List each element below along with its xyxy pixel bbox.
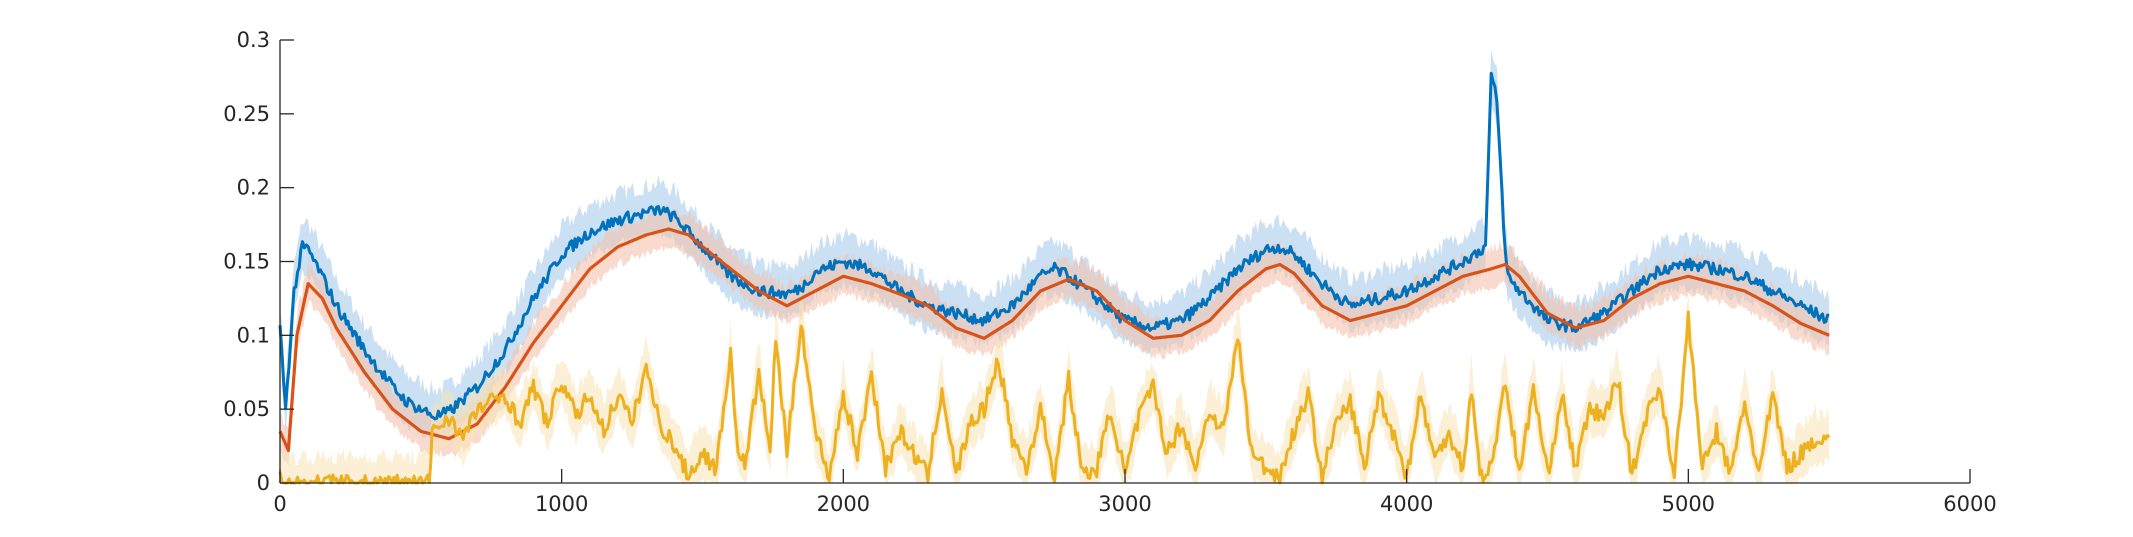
x-tick-label: 5000 [1662,492,1715,516]
x-tick-label: 0 [273,492,286,516]
series-2-line [278,227,1830,453]
x-tick-label: 4000 [1380,492,1433,516]
series-1-band [280,48,1830,443]
y-tick-label: 0.3 [237,28,270,52]
y-tick-label: 0.1 [237,323,270,347]
y-tick-label: 0 [257,471,270,495]
y-tick-label: 0.05 [223,397,270,421]
x-tick-label: 1000 [535,492,588,516]
x-tick-label: 2000 [817,492,870,516]
series-3-line [278,310,1831,485]
y-tick-label: 0.25 [223,102,270,126]
series-lines [278,71,1831,485]
x-tick-label: 6000 [1943,492,1996,516]
y-tick-label: 0.2 [237,176,270,200]
series-1-line [278,71,1830,421]
x-tick-label: 3000 [1098,492,1151,516]
axes: 0 1000 2000 3000 4000 5000 6000 0 0.05 0.1 0.15 0.2… [223,28,1996,516]
y-tick-label: 0.15 [223,250,270,274]
